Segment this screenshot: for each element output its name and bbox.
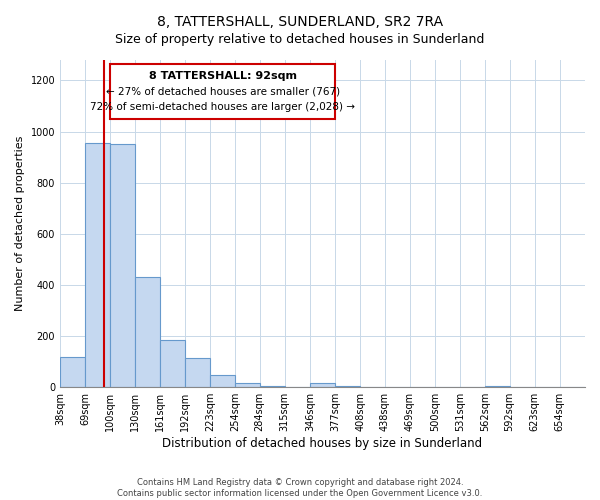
Bar xyxy=(335,386,360,387)
Text: Contains HM Land Registry data © Crown copyright and database right 2024.
Contai: Contains HM Land Registry data © Crown c… xyxy=(118,478,482,498)
Bar xyxy=(110,64,335,119)
Bar xyxy=(260,386,285,387)
Bar xyxy=(485,386,509,387)
X-axis label: Distribution of detached houses by size in Sunderland: Distribution of detached houses by size … xyxy=(163,437,482,450)
Text: 8, TATTERSHALL, SUNDERLAND, SR2 7RA: 8, TATTERSHALL, SUNDERLAND, SR2 7RA xyxy=(157,15,443,29)
Bar xyxy=(210,375,235,387)
Bar xyxy=(85,143,110,387)
Text: 72% of semi-detached houses are larger (2,028) →: 72% of semi-detached houses are larger (… xyxy=(90,102,355,112)
Text: Size of property relative to detached houses in Sunderland: Size of property relative to detached ho… xyxy=(115,32,485,46)
Bar xyxy=(235,382,260,387)
Y-axis label: Number of detached properties: Number of detached properties xyxy=(15,136,25,312)
Bar xyxy=(134,278,160,387)
Bar xyxy=(110,144,134,387)
Text: ← 27% of detached houses are smaller (767): ← 27% of detached houses are smaller (76… xyxy=(106,86,340,97)
Text: 8 TATTERSHALL: 92sqm: 8 TATTERSHALL: 92sqm xyxy=(149,71,297,81)
Bar xyxy=(160,340,185,387)
Bar xyxy=(310,382,335,387)
Bar xyxy=(185,358,210,387)
Bar xyxy=(60,356,85,387)
